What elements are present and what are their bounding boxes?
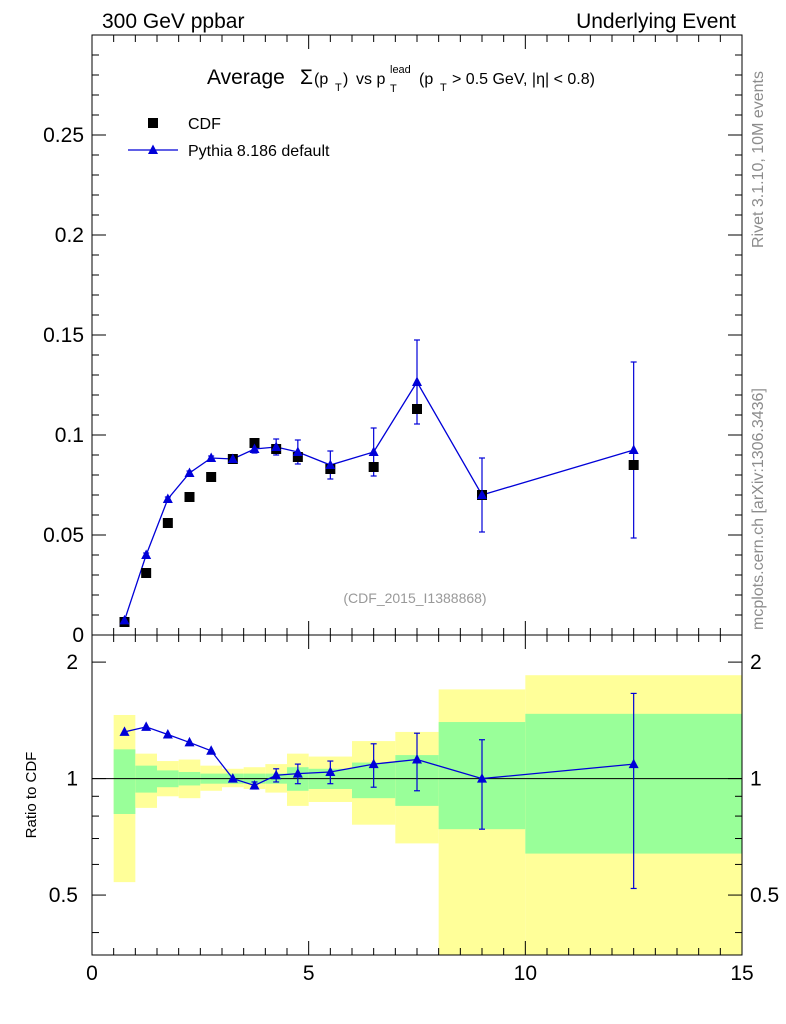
title-open: (p [314, 71, 328, 88]
title-vs: vs p [356, 71, 385, 88]
ratio-y-tick-label-left: 2 [66, 651, 78, 674]
y-tick-label: 0.25 [43, 124, 84, 147]
cdf-point [184, 492, 195, 502]
ratio-point [412, 754, 422, 764]
cdf-point [206, 472, 217, 482]
y-tick-label: 0.05 [43, 524, 84, 547]
header-right: Underlying Event [576, 10, 736, 33]
ratio-y-tick-label-left: 1 [66, 768, 78, 791]
pythia-point [292, 446, 303, 456]
cdf-point [162, 518, 173, 528]
title-sub-t1: T [335, 82, 342, 94]
pythia-point [141, 549, 152, 559]
cdf-point [249, 438, 260, 448]
ratio-point [292, 768, 303, 778]
pythia-point [206, 452, 217, 462]
ratio-point [477, 773, 487, 783]
ratio-point [162, 728, 173, 739]
pythia-point [249, 443, 260, 453]
x-tick-label: 0 [86, 962, 98, 985]
pythia-point [368, 446, 379, 456]
pythia-point [227, 453, 238, 463]
ratio-y-tick-label-left: 0.5 [49, 884, 78, 907]
ratio-y-tick-label-right: 2 [750, 651, 762, 674]
cdf-point [412, 404, 422, 414]
ratio-point [249, 779, 260, 790]
pythia-point [271, 441, 282, 451]
x-tick-label: 15 [730, 962, 753, 985]
axis-tick-labels: 0 5 10 15 0 0.05 0.1 0.15 0.2 0.25 0.5 0.5 1 1 2 2 [43, 124, 779, 985]
mcplots-label: mcplots.cern.ch [arXiv:1306.3436] [750, 388, 767, 630]
plot-title: Average Σ (p T ) vs p lead T (p T > 0.5 … [207, 64, 595, 95]
pythia-line [123, 380, 634, 621]
ratio-point [325, 766, 336, 776]
green-band [113, 749, 136, 814]
ratio-y-tick-label-right: 0.5 [750, 884, 779, 907]
ratio-point [271, 769, 282, 780]
y-tick-label: 0.2 [55, 224, 84, 247]
title-cut-rest: > 0.5 GeV, |η| < 0.8) [452, 71, 595, 88]
title-sup-lead: lead [390, 64, 411, 76]
title-sub-t2: T [390, 83, 397, 95]
ratio-y-tick-label-right: 1 [750, 768, 762, 791]
ratio-point [206, 745, 217, 755]
ratio-point [227, 773, 238, 783]
axis-ticks [91, 34, 743, 955]
pythia-point [628, 444, 639, 454]
rivet-label: Rivet 3.1.10, 10M events [750, 71, 767, 248]
x-tick-label: 5 [303, 962, 315, 985]
title-average: Average [207, 66, 285, 89]
ratio-data [119, 692, 639, 890]
y-tick-label: 0.15 [43, 324, 84, 347]
legend-pythia-label: Pythia 8.186 default [188, 143, 330, 160]
ratio-point [184, 736, 195, 747]
analysis-watermark: (CDF_2015_I1388868) [343, 590, 486, 606]
legend-cdf-label: CDF [188, 116, 221, 133]
cdf-point [292, 452, 303, 462]
x-tick-label: 10 [514, 962, 537, 985]
legend-pythia-marker [148, 144, 158, 154]
legend: CDF Pythia 8.186 default [128, 116, 330, 160]
pythia-point [162, 493, 173, 503]
y-tick-label: 0.1 [55, 424, 84, 447]
cdf-point [368, 462, 379, 472]
title-cut: (p [419, 71, 433, 88]
ratio-point [628, 758, 639, 769]
green-band [135, 765, 157, 793]
pythia-point [184, 467, 195, 477]
title-sub-t3: T [440, 82, 447, 94]
title-close: ) [343, 71, 348, 88]
ratio-point [119, 726, 130, 736]
header-left: 300 GeV ppbar [102, 10, 244, 33]
ratio-y-axis-label: Ratio to CDF [23, 752, 40, 839]
ratio-point [368, 758, 379, 769]
legend-cdf-marker [148, 118, 158, 128]
pythia-point [477, 489, 487, 499]
main-data [119, 339, 639, 627]
y-tick-label: 0 [72, 624, 84, 647]
pythia-point [412, 376, 422, 386]
ratio-bands [113, 675, 742, 955]
ratio-point [141, 721, 152, 731]
pythia-point [119, 614, 130, 625]
cdf-point [628, 460, 639, 470]
pythia-point [325, 459, 336, 469]
title-sigma: Σ [300, 66, 313, 89]
ratio-line [124, 726, 634, 787]
cdf-point [141, 568, 152, 578]
